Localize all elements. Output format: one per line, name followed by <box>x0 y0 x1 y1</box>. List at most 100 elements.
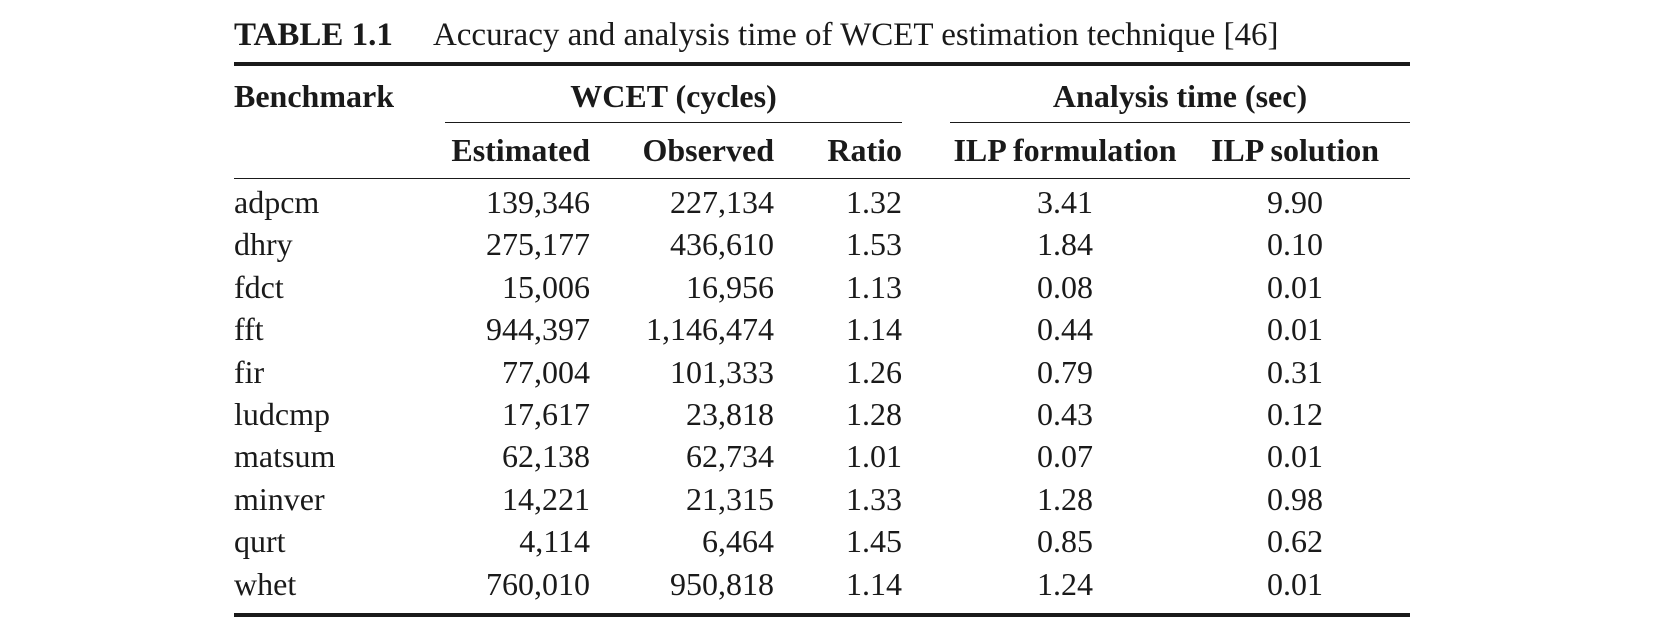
header-spacer <box>902 64 950 122</box>
wcet-table: Benchmark WCET (cycles) Analysis time (s… <box>234 62 1411 617</box>
table-row: fdct 15,006 16,956 1.13 0.08 0.01 <box>234 266 1410 308</box>
cell-ilp-solution: 0.01 <box>1267 565 1323 602</box>
cell-estimated: 275,177 <box>486 226 590 263</box>
cell-benchmark: adpcm <box>234 184 320 220</box>
cell-ilp-formulation: 0.44 <box>1037 311 1093 348</box>
cell-ilp-solution: 9.90 <box>1267 184 1323 220</box>
table-row: fft 944,397 1,146,474 1.14 0.44 0.01 <box>234 308 1410 350</box>
cell-estimated: 760,010 <box>486 565 590 602</box>
cell-spacer <box>902 435 950 477</box>
cell-spacer <box>902 563 950 615</box>
cell-ilp-formulation: 0.08 <box>1037 268 1093 305</box>
header-ilp-formulation: ILP formulation <box>950 122 1180 179</box>
table-caption: TABLE 1.1 Accuracy and analysis time of W… <box>234 8 1410 62</box>
cell-spacer <box>902 393 950 435</box>
cell-ratio: 1.32 <box>846 184 902 220</box>
table-row: qurt 4,114 6,464 1.45 0.85 0.62 <box>234 520 1410 562</box>
table-row: matsum 62,138 62,734 1.01 0.07 0.01 <box>234 435 1410 477</box>
table-row: fir 77,004 101,333 1.26 0.79 0.31 <box>234 351 1410 393</box>
header-group-analysis: Analysis time (sec) <box>950 64 1411 123</box>
header-group-wcet: WCET (cycles) <box>445 64 902 123</box>
cell-benchmark: ludcmp <box>234 396 330 433</box>
cell-ilp-solution: 0.01 <box>1267 268 1323 305</box>
table-row: minver 14,221 21,315 1.33 1.28 0.98 <box>234 478 1410 520</box>
cell-estimated: 944,397 <box>486 311 590 348</box>
cell-ilp-formulation: 1.28 <box>1037 480 1093 517</box>
header-group-analysis-rule <box>950 122 1411 123</box>
header-group-analysis-label: Analysis time (sec) <box>1052 77 1308 114</box>
cell-ilp-formulation: 1.24 <box>1037 565 1093 602</box>
cell-ratio: 1.45 <box>846 523 902 560</box>
cell-ilp-formulation: 3.41 <box>1037 184 1093 220</box>
cell-ratio: 1.33 <box>846 480 902 517</box>
cell-ilp-solution: 0.31 <box>1267 353 1323 390</box>
cell-benchmark: qurt <box>234 523 286 560</box>
cell-spacer <box>902 520 950 562</box>
header-group-wcet-label: WCET (cycles) <box>570 77 777 114</box>
table-caption-text: Accuracy and analysis time of WCET estim… <box>432 17 1279 53</box>
cell-ilp-solution: 0.01 <box>1267 438 1323 475</box>
table-row: dhry 275,177 436,610 1.53 1.84 0.10 <box>234 223 1410 265</box>
cell-ratio: 1.14 <box>846 311 902 348</box>
header-observed: Observed <box>590 122 774 179</box>
cell-ilp-solution: 0.98 <box>1267 480 1323 517</box>
cell-benchmark: fir <box>234 353 265 390</box>
cell-observed: 227,134 <box>670 184 774 220</box>
cell-estimated: 77,004 <box>502 353 590 390</box>
cell-estimated: 4,114 <box>519 523 590 560</box>
cell-ilp-solution: 0.01 <box>1267 311 1323 348</box>
cell-ilp-formulation: 0.07 <box>1037 438 1093 475</box>
cell-estimated: 17,617 <box>502 396 590 433</box>
cell-benchmark: fdct <box>234 268 284 305</box>
cell-benchmark: dhry <box>234 226 293 263</box>
cell-benchmark: fft <box>234 311 264 348</box>
cell-observed: 23,818 <box>686 396 774 433</box>
cell-observed: 436,610 <box>670 226 774 263</box>
cell-ilp-formulation: 0.79 <box>1037 353 1093 390</box>
cell-observed: 21,315 <box>686 480 774 517</box>
cell-spacer <box>902 266 950 308</box>
cell-ratio: 1.01 <box>846 438 902 475</box>
table-row: whet 760,010 950,818 1.14 1.24 0.01 <box>234 563 1410 615</box>
header-group-wcet-rule <box>445 122 902 123</box>
table-caption-label: TABLE 1.1 <box>234 17 393 53</box>
cell-ilp-formulation: 1.84 <box>1037 226 1093 263</box>
cell-observed: 101,333 <box>670 353 774 390</box>
cell-observed: 950,818 <box>670 565 774 602</box>
cell-benchmark: whet <box>234 565 297 602</box>
cell-spacer <box>902 478 950 520</box>
header-blank <box>234 122 445 179</box>
cell-estimated: 14,221 <box>502 480 590 517</box>
header-row-columns: Estimated Observed Ratio ILP formulation… <box>234 122 1411 179</box>
cell-observed: 62,734 <box>686 438 774 475</box>
cell-estimated: 62,138 <box>502 438 590 475</box>
cell-observed: 1,146,474 <box>646 311 774 348</box>
cell-benchmark: matsum <box>234 438 336 475</box>
cell-spacer <box>902 351 950 393</box>
header-benchmark: Benchmark <box>234 77 394 114</box>
cell-spacer <box>902 223 950 265</box>
header-ilp-solution: ILP solution <box>1180 122 1411 179</box>
cell-spacer <box>902 179 950 224</box>
table-row: ludcmp 17,617 23,818 1.28 0.43 0.12 <box>234 393 1410 435</box>
header-estimated: Estimated <box>445 122 590 179</box>
table-row: adpcm 139,346 227,134 1.32 3.41 9.90 <box>234 179 1410 224</box>
table-body: adpcm 139,346 227,134 1.32 3.41 9.90 dhr… <box>234 179 1410 615</box>
cell-ilp-formulation: 0.43 <box>1037 396 1093 433</box>
cell-ilp-solution: 0.10 <box>1267 226 1323 263</box>
cell-ilp-solution: 0.62 <box>1267 523 1323 560</box>
header-row-groups: Benchmark WCET (cycles) Analysis time (s… <box>234 64 1411 123</box>
cell-estimated: 139,346 <box>486 184 590 220</box>
table-container: TABLE 1.1 Accuracy and analysis time of W… <box>234 8 1411 617</box>
header-ratio: Ratio <box>774 122 902 179</box>
cell-estimated: 15,006 <box>502 268 590 305</box>
cell-spacer <box>902 308 950 350</box>
cell-ilp-formulation: 0.85 <box>1037 523 1093 560</box>
cell-ratio: 1.53 <box>846 226 902 263</box>
cell-ratio: 1.14 <box>846 565 902 602</box>
cell-ratio: 1.28 <box>846 396 902 433</box>
cell-ilp-solution: 0.12 <box>1267 396 1323 433</box>
cell-ratio: 1.13 <box>846 268 902 305</box>
cell-observed: 16,956 <box>686 268 774 305</box>
cell-observed: 6,464 <box>702 523 774 560</box>
